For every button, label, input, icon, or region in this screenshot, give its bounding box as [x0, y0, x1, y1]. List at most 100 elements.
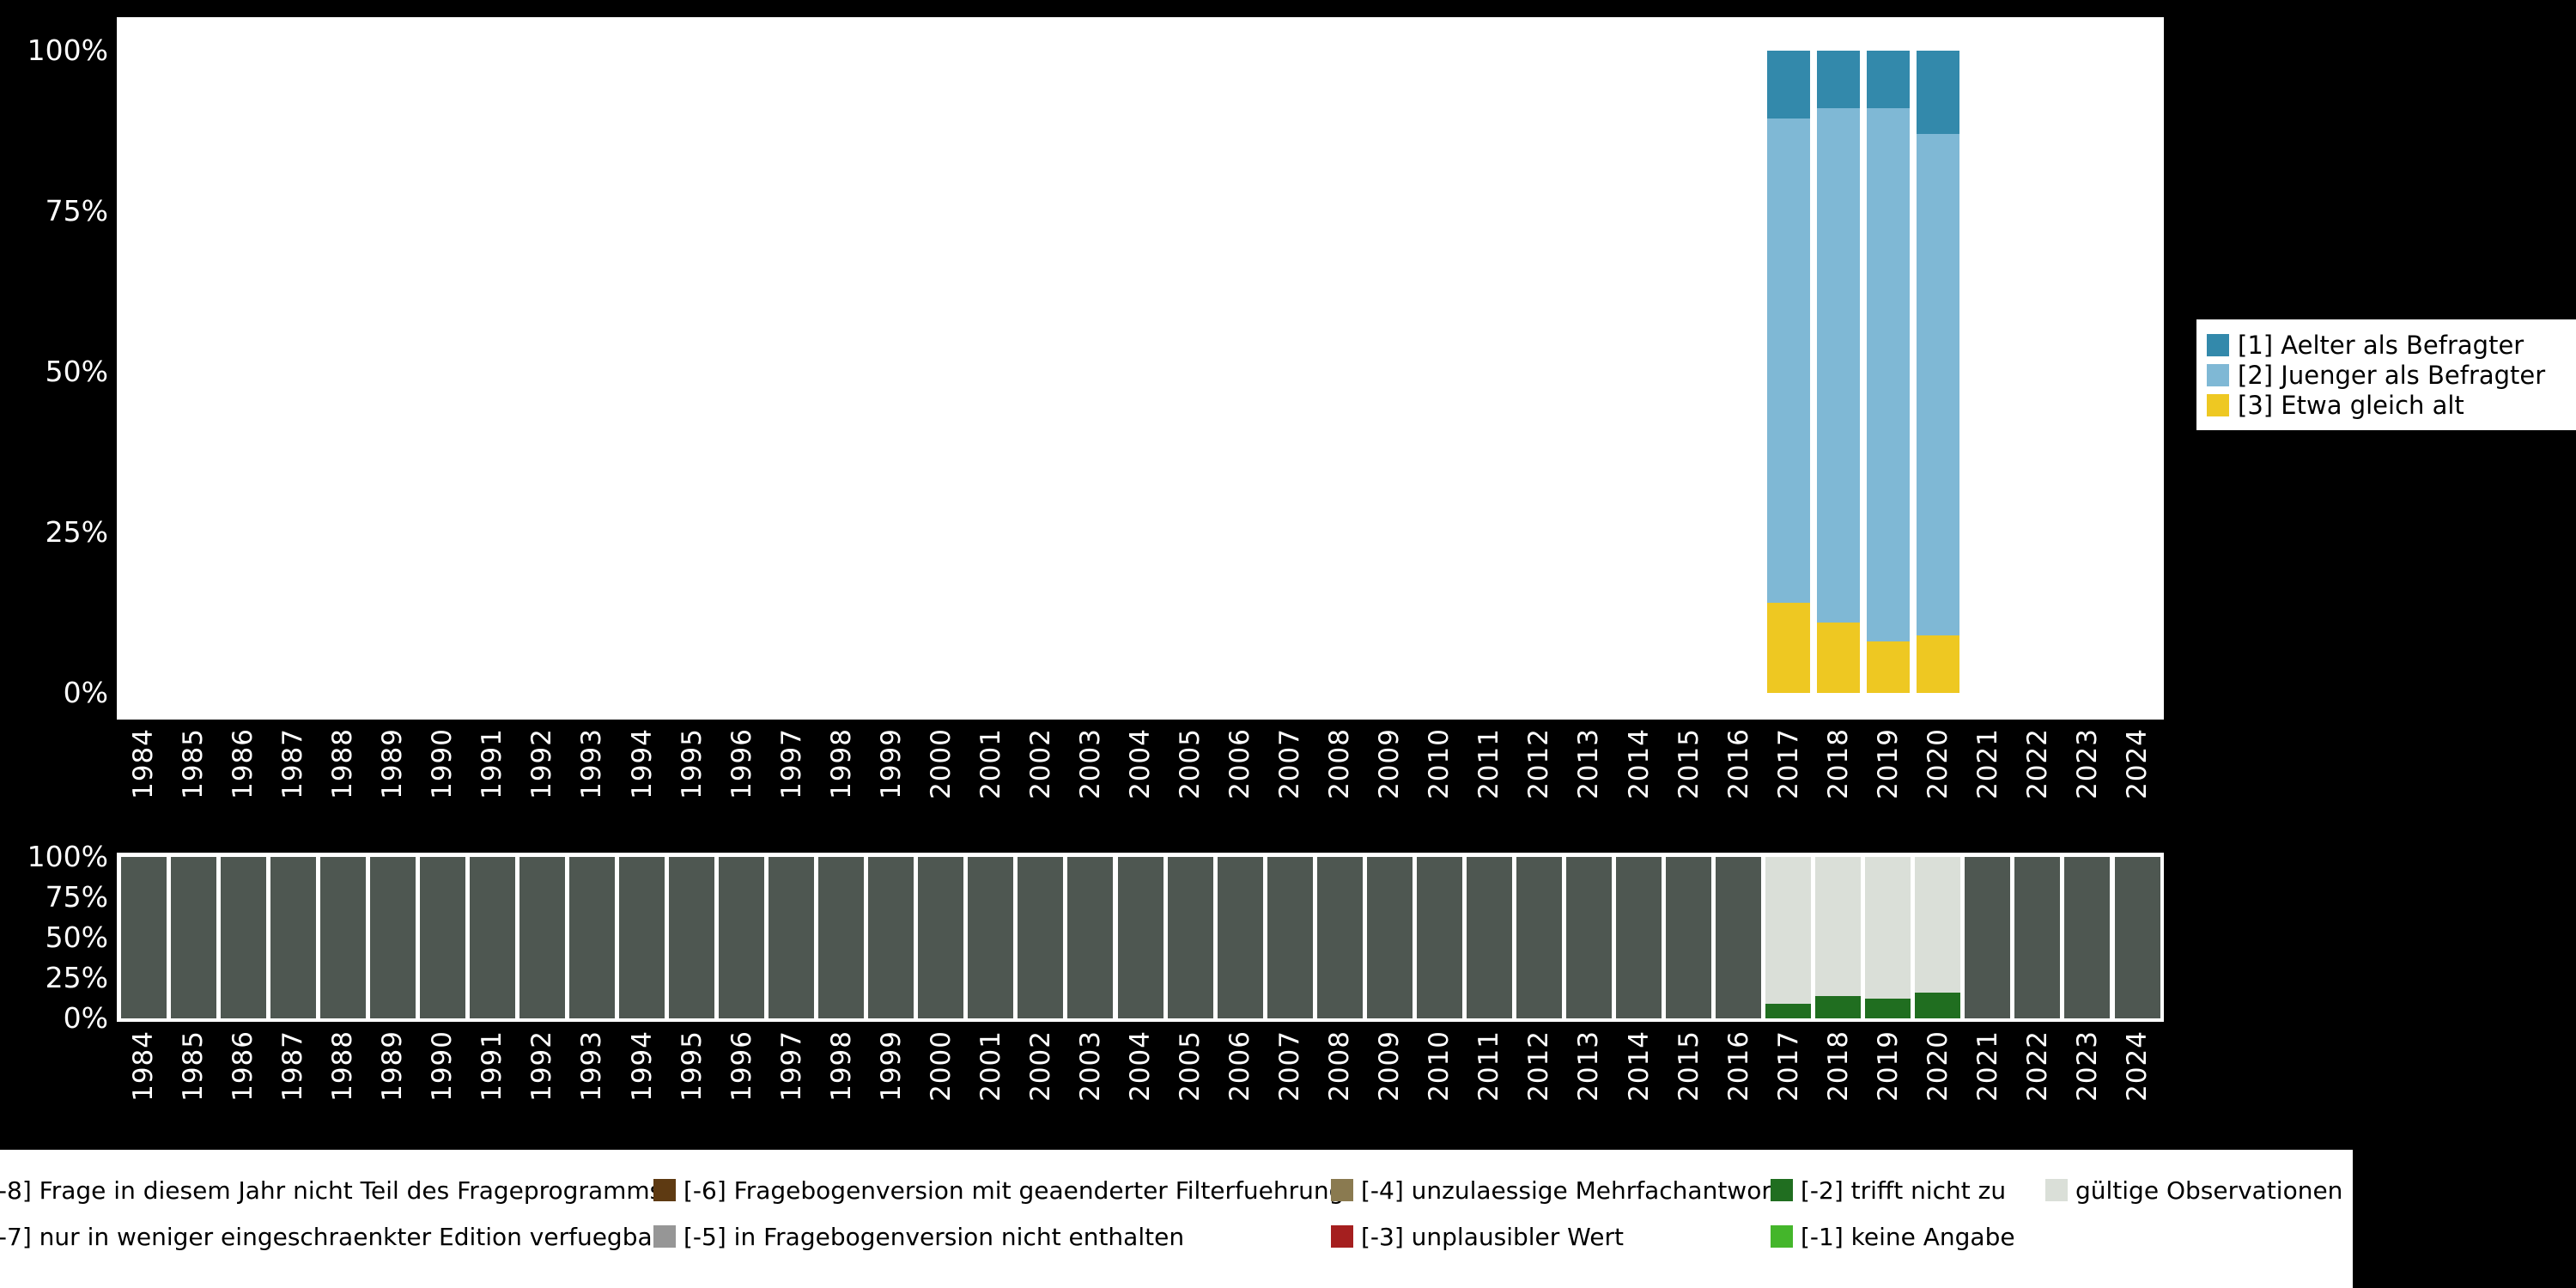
- values-bar-segment: [1916, 635, 1959, 693]
- missings-x-axis-year-label: 1988: [327, 1030, 359, 1102]
- missings-bar-segment: [1716, 857, 1762, 1018]
- legend-swatch: [1331, 1225, 1353, 1248]
- legend-label-gleich: [3] Etwa gleich alt: [2238, 390, 2464, 420]
- missings-x-axis-year-label: 1991: [477, 1030, 508, 1102]
- legend-swatch-aelter: [2207, 333, 2229, 356]
- missing-legend-item: [-6] Fragebogenversion mit geaenderter F…: [653, 1175, 1344, 1206]
- missings-bar-segment: [170, 857, 216, 1018]
- missings-bar-segment: [719, 857, 765, 1018]
- missings-bar-segment: [818, 857, 865, 1018]
- missings-x-axis-year-label: 1986: [228, 1030, 259, 1102]
- legend-label-juenger: [2] Juenger als Befragter: [2238, 360, 2546, 390]
- missings-bar-segment: [568, 857, 615, 1018]
- legend-swatch-gleich: [2207, 393, 2229, 416]
- values-bar-segment: [1816, 622, 1860, 693]
- values-x-axis-year-label: 2018: [1822, 728, 1854, 799]
- missings-x-axis-year-label: 2016: [1722, 1030, 1754, 1102]
- values-x-axis-year-label: 2017: [1772, 728, 1804, 799]
- missings-x-axis-year-label: 1992: [526, 1030, 558, 1102]
- values-x-axis-year-label: 1990: [427, 728, 459, 799]
- values-y-axis-tick-label: 75%: [45, 194, 108, 228]
- values-x-axis-year-label: 1998: [825, 728, 857, 799]
- missings-x-axis-year-label: 2006: [1224, 1030, 1256, 1102]
- missings-bar-segment: [1815, 995, 1862, 1018]
- legend-swatch: [1771, 1225, 1793, 1248]
- missings-bar-segment: [1765, 1004, 1812, 1018]
- missings-bar-segment: [1316, 857, 1363, 1018]
- legend-item: [2] Juenger als Befragter: [2207, 360, 2566, 390]
- missings-x-axis-year-label: 2024: [2122, 1030, 2154, 1102]
- missings-x-axis-year-label: 2000: [925, 1030, 957, 1102]
- missings-x-axis-year-label: 2007: [1274, 1030, 1306, 1102]
- values-x-axis-year-label: 2022: [2021, 728, 2053, 799]
- missings-x-axis-year-label: 2004: [1125, 1030, 1157, 1102]
- missings-y-axis-tick-label: 0%: [63, 1001, 108, 1035]
- missings-bar-segment: [220, 857, 266, 1018]
- values-x-axis-year-label: 2013: [1573, 728, 1605, 799]
- values-x-axis-year-label: 2010: [1424, 728, 1455, 799]
- legend-label: [-3] unplausibler Wert: [1361, 1222, 1624, 1251]
- missings-bar-segment: [2064, 857, 2111, 1018]
- values-x-axis-year-label: 2001: [975, 728, 1006, 799]
- missings-bar-segment: [669, 857, 715, 1018]
- missings-bar-segment: [1616, 857, 1662, 1018]
- missings-x-axis-year-label: 1985: [178, 1030, 210, 1102]
- values-x-axis-year-label: 1991: [477, 728, 508, 799]
- legend-swatch-juenger: [2207, 363, 2229, 386]
- missings-legend-strip: [0, 1150, 2353, 1288]
- missings-y-axis-tick-label: 100%: [27, 840, 108, 873]
- values-x-axis-year-label: 1989: [377, 728, 409, 799]
- missings-bar-segment: [1865, 999, 1911, 1018]
- legend-swatch: [653, 1179, 676, 1201]
- missings-bar-segment: [1965, 857, 2011, 1018]
- missings-bar-segment: [918, 857, 964, 1018]
- missings-bar-segment: [469, 857, 515, 1018]
- values-x-axis-year-label: 1988: [327, 728, 359, 799]
- missings-bar-segment: [868, 857, 914, 1018]
- values-y-axis-tick-label: 25%: [45, 515, 108, 549]
- missings-bar-segment: [319, 857, 366, 1018]
- values-bar-segment: [1766, 118, 1810, 604]
- missings-bar-segment: [270, 857, 316, 1018]
- missings-bar-segment: [1516, 857, 1562, 1018]
- missings-x-axis-year-label: 1993: [576, 1030, 608, 1102]
- values-x-axis-year-label: 2003: [1074, 728, 1106, 799]
- missings-bar-segment: [769, 857, 815, 1018]
- values-x-axis-year-label: 2009: [1374, 728, 1406, 799]
- missings-x-axis-year-label: 2010: [1424, 1030, 1455, 1102]
- values-bar-segment: [1766, 51, 1810, 118]
- legend-label: [-2] trifft nicht zu: [1801, 1176, 2007, 1205]
- missings-x-axis-year-label: 2013: [1573, 1030, 1605, 1102]
- legend-label: [-1] keine Angabe: [1801, 1222, 2015, 1251]
- missings-x-axis-year-label: 2008: [1324, 1030, 1356, 1102]
- missing-legend-item: [-3] unplausibler Wert: [1331, 1221, 1624, 1252]
- values-legend: [1] Aelter als Befragter [2] Juenger als…: [2196, 319, 2576, 430]
- missings-x-axis-year-label: 1997: [775, 1030, 807, 1102]
- missings-x-axis-year-label: 2003: [1074, 1030, 1106, 1102]
- missings-x-axis-year-label: 2023: [2071, 1030, 2103, 1102]
- missings-bar-segment: [1267, 857, 1313, 1018]
- missing-legend-item: gültige Observationen: [2045, 1175, 2342, 1206]
- values-bar-segment: [1866, 51, 1910, 109]
- values-x-axis-year-label: 2008: [1324, 728, 1356, 799]
- missings-bar-segment: [1067, 857, 1114, 1018]
- legend-swatch: [2045, 1179, 2068, 1201]
- legend-swatch: [653, 1225, 676, 1248]
- missings-x-axis-year-label: 2009: [1374, 1030, 1406, 1102]
- values-x-axis-year-label: 1999: [875, 728, 907, 799]
- legend-label: [-6] Fragebogenversion mit geaenderter F…: [683, 1176, 1345, 1205]
- missings-bar-segment: [1018, 857, 1064, 1018]
- values-x-axis-year-label: 1994: [626, 728, 658, 799]
- missings-y-axis-tick-label: 50%: [45, 920, 108, 954]
- values-x-axis-year-label: 1995: [676, 728, 708, 799]
- values-x-axis-year-label: 1987: [277, 728, 309, 799]
- values-x-axis-year-label: 2023: [2071, 728, 2103, 799]
- missings-bar-segment: [1416, 857, 1462, 1018]
- missings-bar-segment: [1666, 857, 1712, 1018]
- values-x-axis-year-label: 2000: [925, 728, 957, 799]
- missings-bar-segment: [1815, 857, 1862, 996]
- legend-label: [-8] Frage in diesem Jahr nicht Teil des…: [0, 1176, 663, 1205]
- missings-bar-segment: [619, 857, 665, 1018]
- missings-bar-segment: [1466, 857, 1512, 1018]
